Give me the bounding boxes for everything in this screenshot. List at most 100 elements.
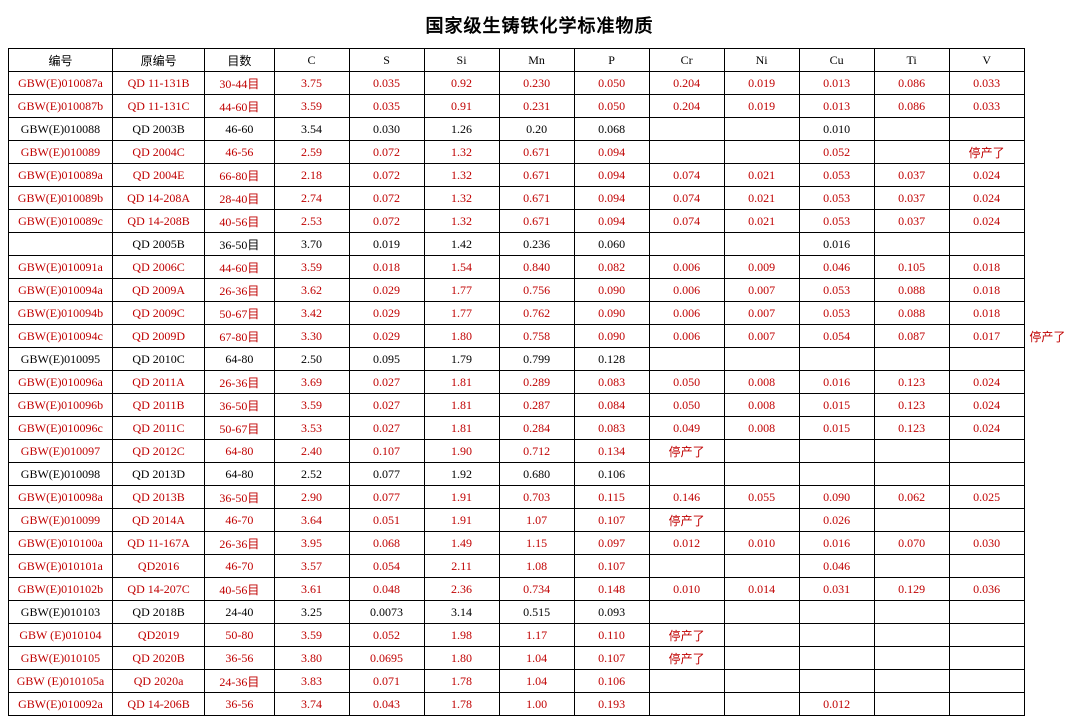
table-cell: 1.15 bbox=[499, 532, 574, 555]
table-cell: 0.043 bbox=[349, 693, 424, 716]
table-cell: 1.78 bbox=[424, 693, 499, 716]
table-cell: 1.81 bbox=[424, 371, 499, 394]
table-cell: 0.033 bbox=[949, 95, 1024, 118]
table-cell: 0.070 bbox=[874, 532, 949, 555]
table-cell: 0.018 bbox=[949, 256, 1024, 279]
table-cell bbox=[949, 624, 1024, 647]
table-cell bbox=[874, 647, 949, 670]
extra-cell bbox=[1024, 647, 1070, 670]
table-cell: 0.037 bbox=[874, 210, 949, 233]
table-cell: 0.033 bbox=[949, 72, 1024, 95]
extra-cell bbox=[1024, 302, 1070, 325]
table-cell: 36-56 bbox=[205, 647, 274, 670]
table-cell: 3.62 bbox=[274, 279, 349, 302]
table-cell bbox=[949, 509, 1024, 532]
table-cell: 0.053 bbox=[799, 210, 874, 233]
table-cell: 0.029 bbox=[349, 302, 424, 325]
table-cell: 0.734 bbox=[499, 578, 574, 601]
extra-cell: 停产了 bbox=[1024, 325, 1070, 348]
table-cell: 36-50目 bbox=[205, 233, 274, 256]
table-cell: 0.146 bbox=[649, 486, 724, 509]
table-cell: QD 2020a bbox=[112, 670, 204, 693]
table-cell: 3.80 bbox=[274, 647, 349, 670]
table-cell: QD 14-207C bbox=[112, 578, 204, 601]
table-cell: 1.77 bbox=[424, 302, 499, 325]
extra-cell bbox=[1024, 532, 1070, 555]
extra-cell bbox=[1024, 256, 1070, 279]
table-cell: 0.012 bbox=[649, 532, 724, 555]
table-cell: 1.91 bbox=[424, 509, 499, 532]
table-cell: 0.236 bbox=[499, 233, 574, 256]
table-cell bbox=[799, 440, 874, 463]
column-header: 编号 bbox=[9, 49, 113, 72]
table-cell: 2.18 bbox=[274, 164, 349, 187]
table-row: GBW (E)010104QD201950-803.590.0521.981.1… bbox=[9, 624, 1071, 647]
table-cell: 0.010 bbox=[724, 532, 799, 555]
table-cell: 0.0073 bbox=[349, 601, 424, 624]
table-cell: 0.084 bbox=[574, 394, 649, 417]
table-cell bbox=[649, 601, 724, 624]
table-cell: 0.083 bbox=[574, 371, 649, 394]
table-cell: GBW(E)010094a bbox=[9, 279, 113, 302]
table-cell: 0.013 bbox=[799, 72, 874, 95]
table-row: GBW(E)010092aQD 14-206B36-563.740.0431.7… bbox=[9, 693, 1071, 716]
table-cell: 1.04 bbox=[499, 647, 574, 670]
table-cell: 0.107 bbox=[574, 509, 649, 532]
table-row: GBW(E)010098QD 2013D64-802.520.0771.920.… bbox=[9, 463, 1071, 486]
table-cell: QD 14-208B bbox=[112, 210, 204, 233]
table-cell: 3.74 bbox=[274, 693, 349, 716]
table-cell bbox=[949, 463, 1024, 486]
table-cell: 0.027 bbox=[349, 394, 424, 417]
table-cell: 0.756 bbox=[499, 279, 574, 302]
table-cell: 3.57 bbox=[274, 555, 349, 578]
table-cell: 1.78 bbox=[424, 670, 499, 693]
table-cell: 0.006 bbox=[649, 325, 724, 348]
table-cell bbox=[724, 233, 799, 256]
table-cell bbox=[799, 647, 874, 670]
table-cell bbox=[724, 601, 799, 624]
table-cell: GBW(E)010087b bbox=[9, 95, 113, 118]
table-cell bbox=[799, 348, 874, 371]
table-cell: 3.54 bbox=[274, 118, 349, 141]
table-cell: 0.021 bbox=[724, 164, 799, 187]
table-cell bbox=[874, 233, 949, 256]
table-cell: 64-80 bbox=[205, 440, 274, 463]
table-cell bbox=[874, 555, 949, 578]
table-cell: 0.030 bbox=[949, 532, 1024, 555]
table-cell: 停产了 bbox=[949, 141, 1024, 164]
table-cell: 1.32 bbox=[424, 141, 499, 164]
table-cell: 0.006 bbox=[649, 279, 724, 302]
extra-cell bbox=[1024, 578, 1070, 601]
table-cell: GBW(E)010092a bbox=[9, 693, 113, 716]
table-cell: 0.036 bbox=[949, 578, 1024, 601]
table-cell: QD 2011A bbox=[112, 371, 204, 394]
table-cell: 0.055 bbox=[724, 486, 799, 509]
table-cell: 0.284 bbox=[499, 417, 574, 440]
table-cell bbox=[649, 141, 724, 164]
table-cell bbox=[874, 670, 949, 693]
extra-cell bbox=[1024, 417, 1070, 440]
table-cell bbox=[874, 624, 949, 647]
table-cell: GBW(E)010088 bbox=[9, 118, 113, 141]
table-cell: 0.015 bbox=[799, 394, 874, 417]
table-cell: 1.00 bbox=[499, 693, 574, 716]
table-cell: 0.115 bbox=[574, 486, 649, 509]
extra-cell bbox=[1024, 394, 1070, 417]
column-header: S bbox=[349, 49, 424, 72]
table-cell: 0.017 bbox=[949, 325, 1024, 348]
table-cell: 0.018 bbox=[949, 279, 1024, 302]
table-cell: 0.072 bbox=[349, 141, 424, 164]
table-cell: GBW(E)010105 bbox=[9, 647, 113, 670]
table-cell: 0.082 bbox=[574, 256, 649, 279]
table-cell: 0.010 bbox=[799, 118, 874, 141]
data-table: 编号原编号目数CSSiMnPCrNiCuTiV GBW(E)010087aQD … bbox=[8, 48, 1071, 716]
table-row: GBW(E)010089cQD 14-208B40-56目2.530.0721.… bbox=[9, 210, 1071, 233]
table-cell: 0.090 bbox=[574, 279, 649, 302]
table-cell: 46-70 bbox=[205, 555, 274, 578]
extra-cell bbox=[1024, 141, 1070, 164]
table-cell: 0.107 bbox=[574, 647, 649, 670]
table-cell: 0.093 bbox=[574, 601, 649, 624]
table-cell: 1.26 bbox=[424, 118, 499, 141]
table-cell: 0.027 bbox=[349, 417, 424, 440]
table-row: GBW(E)010095QD 2010C64-802.500.0951.790.… bbox=[9, 348, 1071, 371]
